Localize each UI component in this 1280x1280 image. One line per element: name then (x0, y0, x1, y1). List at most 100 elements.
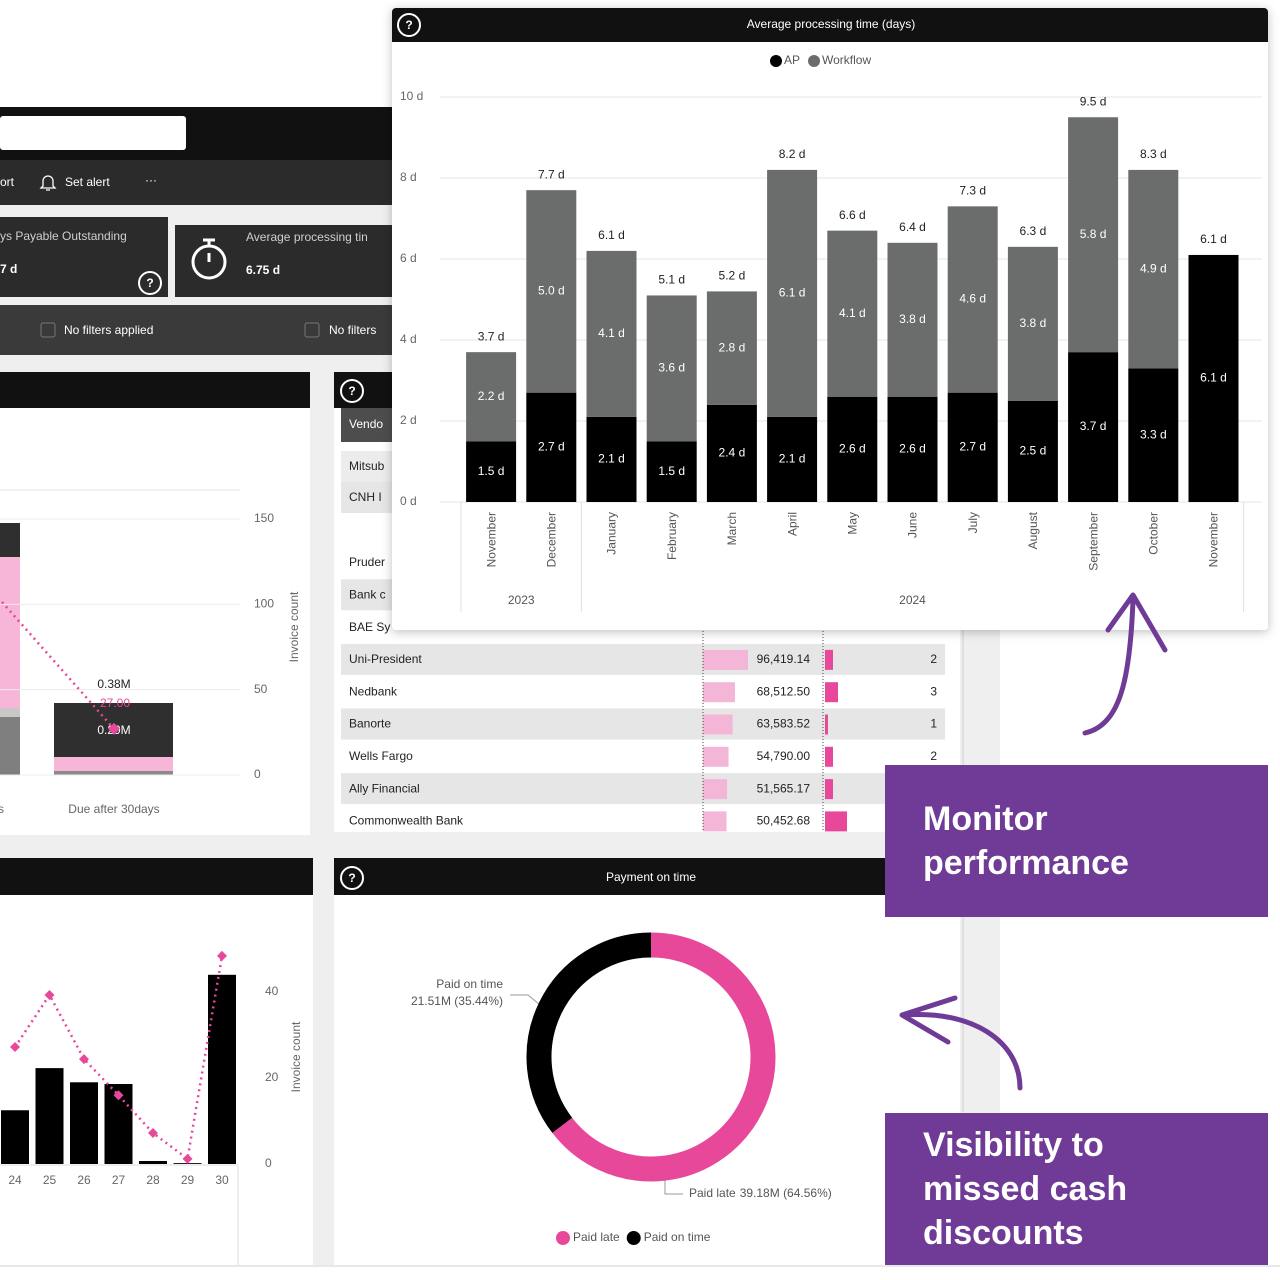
line-marker (44, 990, 55, 1001)
toolbar-item[interactable]: ··· (145, 173, 157, 187)
x-tick-label: 28 (146, 1173, 160, 1187)
data-label: 6.1 d (1200, 371, 1227, 385)
help-icon-glyph: ? (348, 871, 355, 885)
bar-segment (0, 708, 20, 717)
line-marker (10, 1042, 20, 1053)
total-label: 8.3 d (1140, 147, 1167, 161)
data-bar (703, 682, 735, 703)
help-icon[interactable] (397, 13, 421, 37)
line-marker (113, 1090, 124, 1101)
bar (139, 1160, 167, 1164)
cell: 51,565.17 (757, 781, 811, 795)
total-label: 6.4 d (899, 220, 926, 234)
data-bar (825, 811, 847, 832)
help-icon-glyph: ? (348, 384, 355, 398)
bar-segment (706, 404, 757, 502)
bar-segment (1128, 368, 1179, 502)
y-tick-label: 0 (265, 1156, 272, 1170)
data-label: 2.7 d (538, 439, 565, 453)
total-label: 8.2 d (779, 147, 806, 161)
data-bar (703, 714, 733, 735)
panel-header (0, 858, 313, 895)
group-label: 2024 (899, 593, 926, 607)
cell: Mitsub (349, 459, 385, 473)
bar-segment (526, 392, 577, 502)
y2-tick-label: 0 (254, 767, 261, 781)
callout: Visibility to missed cash discounts (885, 1113, 1268, 1265)
bar-segment (947, 392, 998, 502)
panel-header (334, 858, 960, 895)
line-marker (79, 1054, 89, 1065)
bar-segment (1007, 246, 1058, 401)
filter-status[interactable]: No filters applied (64, 323, 153, 337)
filter-bar (0, 305, 392, 355)
y2-tick-label: 100 (254, 597, 274, 611)
help-icon[interactable] (138, 271, 162, 295)
data-bar (825, 714, 828, 735)
leader-line (664, 1180, 683, 1195)
bar (1, 1110, 29, 1164)
bar-segment (466, 352, 517, 442)
leader-line (510, 994, 541, 1006)
donut-chart: Paid late 39.18M (64.56%) Paid on time 21.5… (411, 932, 832, 1245)
toolbar-item[interactable]: Set alert (65, 175, 110, 189)
search-box[interactable] (0, 116, 186, 150)
row-band (341, 773, 945, 805)
data-bar (703, 779, 728, 800)
legend-marker (770, 55, 782, 67)
x-tick-label: April (785, 512, 799, 536)
daily-chart: 0 20 40 Invoice count 24 25 26 27 28 29 30 (1, 950, 303, 1187)
x-tick-label: May (845, 512, 859, 535)
line-marker (108, 722, 120, 735)
x-tick-label: 30 (215, 1173, 229, 1187)
bar-segment (1007, 400, 1058, 502)
bar-segment (0, 523, 20, 557)
x-tick-label: June (906, 512, 920, 538)
data-label: 2.4 d (719, 446, 746, 460)
cell: 2 (930, 749, 937, 763)
axis-title: Invoice count (287, 591, 301, 662)
bar-segment (54, 757, 173, 771)
data-label: 5.8 d (1080, 227, 1107, 241)
bar-segment (586, 416, 637, 502)
data-label: 1.5 d (478, 464, 505, 478)
data-label: 3.8 d (899, 312, 926, 326)
legend-label: AP (784, 53, 800, 67)
bar-segment (1068, 352, 1119, 502)
bar-segment (706, 291, 757, 405)
cell: 1 (930, 717, 937, 731)
data-label: 2.8 d (719, 340, 746, 354)
data-label: 2.6 d (839, 442, 866, 456)
legend-marker (626, 1231, 641, 1245)
bar-segment (827, 396, 878, 502)
callout-text: Monitor performance (923, 800, 1129, 882)
timer-icon-hands (203, 238, 215, 262)
data-label: 3.6 d (658, 361, 685, 375)
x-tick-label: 26 (77, 1173, 91, 1187)
bar-segment (1188, 254, 1239, 502)
cell: Ally Financial (349, 781, 420, 795)
kpi-card (175, 225, 392, 297)
bar (208, 974, 236, 1164)
panel (0, 858, 313, 1265)
total-label: 6.3 d (1020, 224, 1047, 238)
kpi-value: 6.75 d (246, 263, 280, 277)
filter-status[interactable]: No filters (329, 323, 376, 337)
total-label: 5.1 d (658, 273, 685, 287)
data-bar (825, 682, 838, 703)
cell: Nedbank (349, 684, 398, 698)
callout-text: Visibility to missed cash discounts (923, 1126, 1128, 1252)
total-label: 9.5 d (1080, 94, 1107, 108)
data-bar (703, 811, 727, 832)
panel-header (0, 372, 310, 408)
total-label: 7.3 d (959, 184, 986, 198)
filter-icon (304, 322, 320, 338)
toolbar-item[interactable]: ort (0, 175, 15, 189)
bar (35, 1068, 64, 1164)
help-icon[interactable] (340, 866, 364, 890)
x-tick-label: 29 (181, 1173, 195, 1187)
cell: Banorte (349, 717, 391, 731)
legend-label: Paid on time (644, 1230, 711, 1244)
y2-tick-label: 50 (254, 682, 268, 696)
help-icon[interactable] (340, 379, 364, 403)
